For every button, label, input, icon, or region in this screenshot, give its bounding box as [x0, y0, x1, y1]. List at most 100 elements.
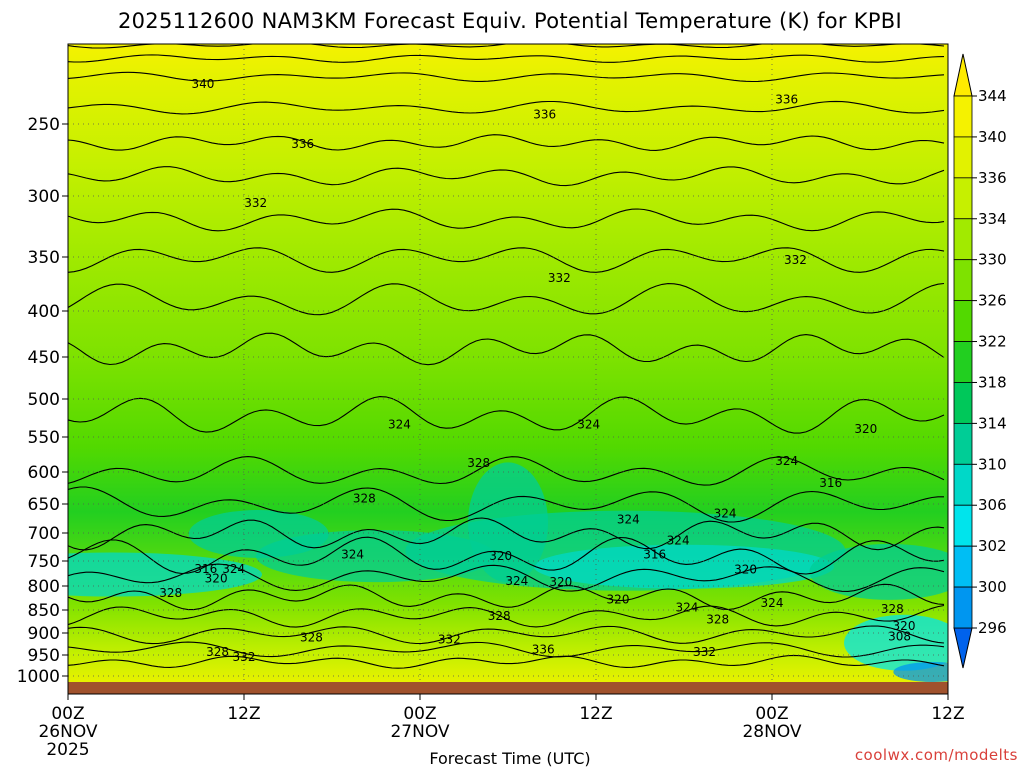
y-tick-label: 350	[28, 248, 60, 268]
contour-label: 320	[854, 422, 877, 436]
contour-label: 328	[881, 602, 904, 616]
contour-line	[68, 208, 945, 232]
contour-label: 332	[693, 645, 716, 659]
colorbar-label: 306	[978, 496, 1007, 514]
contour-label: 328	[159, 586, 182, 600]
colorbar-segment	[953, 463, 973, 506]
contour-line	[68, 282, 945, 316]
y-axis: 250 300 350 400 450 500 550 600 650 700 750 800 850 9…	[17, 115, 68, 687]
anomaly-region	[844, 614, 948, 671]
colorbar-arrow-top	[953, 53, 973, 97]
colorbar: 344 340 336 334 330 326 322 318 314 310 306 302 300 2…	[953, 53, 1007, 669]
contour-line	[68, 332, 945, 366]
y-tick-label: 650	[28, 495, 60, 515]
contour-label: 328	[467, 456, 490, 470]
colorbar-segment	[953, 586, 973, 629]
contour-label: 316	[643, 547, 666, 561]
contour-label: 320	[549, 575, 572, 589]
colorbar-segment	[953, 504, 973, 547]
x-tick-label: 00Z	[51, 704, 84, 724]
contour-lines	[68, 44, 945, 669]
chart-title: 2025112600 NAM3KM Forecast Equiv. Potent…	[118, 9, 902, 33]
colorbar-label: 326	[978, 292, 1007, 310]
contour-line	[68, 134, 945, 151]
contour-label: 328	[353, 491, 376, 505]
contour-line	[68, 100, 945, 115]
plot-area	[68, 44, 948, 694]
contour-line	[68, 396, 945, 434]
colorbar-label: 340	[978, 128, 1007, 146]
grid	[68, 44, 948, 694]
contour-line	[68, 604, 945, 628]
y-tick-label: 300	[28, 187, 60, 207]
y-tick-label: 950	[28, 646, 60, 666]
contour-label: 336	[775, 92, 798, 106]
colorbar-segment	[953, 95, 973, 138]
y-tick-label: 250	[28, 115, 60, 135]
colorbar-label: 322	[978, 333, 1007, 351]
ground-strip	[68, 682, 948, 694]
contour-label: 324	[617, 512, 640, 526]
colorbar-label: 310	[978, 455, 1007, 473]
colorbar-arrow-bottom	[953, 627, 973, 669]
x-tick-label: 12Z	[579, 704, 612, 724]
colorbar-label: 330	[978, 251, 1007, 269]
colorbar-label: 336	[978, 169, 1007, 187]
x-tick-year: 2025	[46, 740, 89, 760]
contour-line	[68, 536, 945, 575]
colorbar-segment	[953, 341, 973, 383]
colorbar-segment	[953, 382, 973, 424]
y-tick-label: 750	[28, 552, 60, 572]
colorbar-segment	[953, 545, 973, 588]
colorbar-segment	[953, 177, 973, 220]
x-tick-label: 00Z	[755, 704, 788, 724]
contour-label: 316	[194, 562, 217, 576]
x-axis-label: Forecast Time (UTC)	[429, 749, 590, 768]
contour-label: 320	[489, 549, 512, 563]
colorbar-label: 296	[978, 619, 1007, 637]
contour-line	[68, 54, 945, 63]
contour-label: 324	[761, 596, 784, 610]
contour-label: 328	[488, 609, 511, 623]
contour-label: 332	[233, 650, 256, 664]
contour-label: 324	[667, 534, 690, 548]
credit-link[interactable]: coolwx.com/modelts	[855, 746, 1018, 764]
y-tick-label: 900	[28, 624, 60, 644]
y-tick-label: 800	[28, 577, 60, 597]
colorbar-segment	[953, 422, 973, 465]
contour-label: 340	[191, 77, 214, 91]
contour-label: 324	[775, 454, 798, 468]
field-anomalies	[68, 462, 948, 682]
plot-frame	[67, 43, 949, 695]
contour-line	[68, 166, 945, 187]
anomaly-region	[68, 552, 262, 597]
y-tick-label: 400	[28, 302, 60, 322]
x-tick-label: 00Z	[403, 704, 436, 724]
contour-label: 324	[714, 507, 737, 521]
anomaly-region	[809, 543, 948, 600]
contour-label: 336	[533, 107, 556, 121]
contour-label: 336	[291, 137, 314, 151]
contour-line	[68, 583, 945, 611]
contour-label: 320	[607, 592, 630, 606]
contour-label: 332	[784, 253, 807, 267]
anomaly-region	[468, 462, 548, 583]
contour-label: 324	[675, 601, 698, 615]
contour-label: 316	[819, 476, 842, 490]
contour-label: 332	[548, 271, 571, 285]
contour-line	[68, 517, 945, 551]
x-tick-label: 12Z	[931, 704, 964, 724]
anomaly-region	[893, 662, 948, 682]
anomaly-region	[188, 509, 329, 558]
anomaly-region	[534, 544, 834, 589]
colorbar-label: 344	[978, 87, 1007, 105]
x-tick-date: 26NOV	[38, 722, 97, 742]
colorbar-label: 302	[978, 537, 1007, 555]
colorbar-segment	[953, 259, 973, 302]
contour-label: 336	[532, 643, 555, 657]
colorbar-segment	[953, 136, 973, 179]
colorbar-label: 314	[978, 414, 1007, 432]
